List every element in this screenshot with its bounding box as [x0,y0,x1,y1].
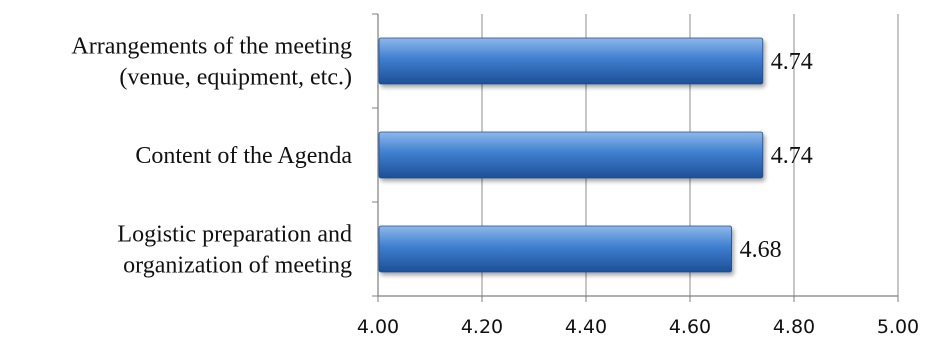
category-label: Arrangements of the meeting (venue, equip… [71,34,352,91]
x-tick-label: 4.80 [773,316,815,338]
axes [372,13,899,302]
bar [378,37,764,85]
data-label: 4.74 [771,143,813,169]
category-label: Content of the Agenda [135,143,352,169]
x-tick-label: 4.20 [461,316,503,338]
data-label: 4.68 [740,237,782,263]
category-label-line: Logistic preparation and [117,222,352,248]
x-tick-label: 4.40 [565,316,607,338]
data-label: 4.74 [771,49,813,75]
bars [378,37,764,273]
category-label-line: organization of meeting [123,253,352,279]
bar [378,131,764,179]
bar [378,225,733,273]
category-label: Logistic preparation and organization of … [117,222,352,279]
category-label-line: Content of the Agenda [135,143,352,169]
category-label-line: (venue, equipment, etc.) [119,65,352,91]
category-label-line: Arrangements of the meeting [71,34,352,60]
x-tick-label: 4.00 [357,316,399,338]
x-tick-label: 5.00 [877,316,919,338]
x-tick-label: 4.60 [669,316,711,338]
labels: 4.00 4.20 4.40 4.60 4.80 5.00 4.74 Arrangements… [71,34,919,339]
